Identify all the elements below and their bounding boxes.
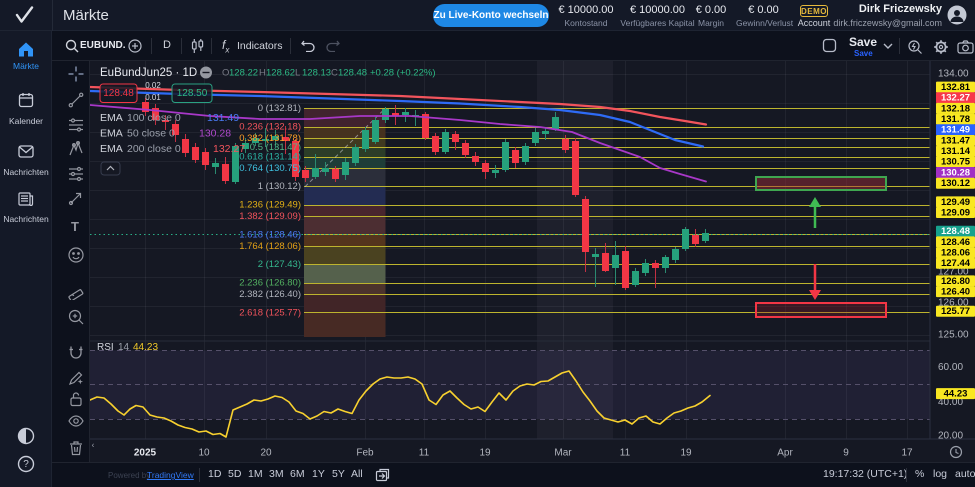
svg-text:127.00: 127.00 xyxy=(938,266,969,277)
svg-text:2025: 2025 xyxy=(134,448,157,459)
svg-text:0.236 (132.18): 0.236 (132.18) xyxy=(239,122,301,133)
svg-text:Apr: Apr xyxy=(777,448,793,459)
svg-text:EMA: EMA xyxy=(100,128,123,140)
svg-text:H: H xyxy=(259,68,266,79)
svg-text:0.5 (131.47): 0.5 (131.47) xyxy=(250,142,301,153)
svg-text:0.02: 0.02 xyxy=(145,81,161,90)
svg-text:60.00: 60.00 xyxy=(938,362,963,373)
svg-text:134.00: 134.00 xyxy=(938,69,969,80)
svg-text:126.80: 126.80 xyxy=(941,276,970,287)
svg-text:0.764 (130.75): 0.764 (130.75) xyxy=(239,163,301,174)
svg-text:20.00: 20.00 xyxy=(938,430,963,441)
svg-text:127.44: 127.44 xyxy=(941,258,971,269)
svg-text:EMA: EMA xyxy=(100,143,123,155)
svg-text:131.49: 131.49 xyxy=(941,125,970,136)
svg-text:125.77: 125.77 xyxy=(941,306,970,317)
svg-text:126.40: 126.40 xyxy=(941,287,970,298)
svg-text:0.01: 0.01 xyxy=(145,93,161,102)
svg-text:128.48: 128.48 xyxy=(103,88,134,99)
svg-text:EMA: EMA xyxy=(100,112,123,124)
svg-text:0.382 (131.78): 0.382 (131.78) xyxy=(239,133,301,144)
svg-text:19: 19 xyxy=(479,448,491,459)
svg-text:44.23: 44.23 xyxy=(944,389,968,400)
svg-text:50 close 0: 50 close 0 xyxy=(127,128,175,140)
svg-text:100 close 0: 100 close 0 xyxy=(127,112,181,124)
svg-text:128.06: 128.06 xyxy=(941,248,970,259)
svg-text:Feb: Feb xyxy=(356,448,374,459)
svg-text:132.27: 132.27 xyxy=(213,143,245,155)
svg-text:EuBundJun25 · 1D: EuBundJun25 · 1D xyxy=(100,67,197,79)
svg-text:130.12: 130.12 xyxy=(941,178,970,189)
svg-text:132.18: 132.18 xyxy=(941,103,970,114)
svg-text:19: 19 xyxy=(680,448,692,459)
svg-text:0 (132.81): 0 (132.81) xyxy=(258,103,301,114)
svg-text:131.49: 131.49 xyxy=(207,112,239,124)
svg-text:17: 17 xyxy=(901,448,913,459)
svg-text:131.78: 131.78 xyxy=(941,114,970,125)
svg-text:129.49: 129.49 xyxy=(941,197,970,208)
svg-text:?: ? xyxy=(23,459,29,470)
svg-text:40.00: 40.00 xyxy=(938,397,963,408)
svg-text:128.62: 128.62 xyxy=(266,68,295,79)
svg-text:44.23: 44.23 xyxy=(133,342,158,353)
svg-text:RSI: RSI xyxy=(97,342,114,353)
svg-text:11: 11 xyxy=(620,448,631,459)
svg-text:14: 14 xyxy=(118,342,130,353)
svg-text:1.236 (129.49): 1.236 (129.49) xyxy=(239,200,301,211)
svg-text:128.13: 128.13 xyxy=(302,68,331,79)
svg-text:2 (127.43): 2 (127.43) xyxy=(258,259,301,270)
svg-text:11: 11 xyxy=(419,448,430,459)
svg-text:20: 20 xyxy=(260,448,272,459)
svg-text:128.22: 128.22 xyxy=(229,68,258,79)
svg-text:128.46: 128.46 xyxy=(941,237,970,248)
svg-text:128.50: 128.50 xyxy=(177,88,208,99)
svg-text:10: 10 xyxy=(198,448,210,459)
svg-text:0.618 (131.14): 0.618 (131.14) xyxy=(239,152,301,163)
svg-text:131.14: 131.14 xyxy=(941,146,971,157)
svg-text:126.00: 126.00 xyxy=(938,298,969,309)
svg-text:9: 9 xyxy=(843,448,849,459)
svg-text:130.28: 130.28 xyxy=(941,167,970,178)
svg-text:O: O xyxy=(222,68,229,79)
svg-text:‹: ‹ xyxy=(92,441,95,450)
svg-text:Mar: Mar xyxy=(554,448,572,459)
svg-text:128.48: 128.48 xyxy=(941,226,970,237)
svg-text:130.75: 130.75 xyxy=(941,157,971,168)
svg-text:125.00: 125.00 xyxy=(938,330,969,341)
svg-text:1.764 (128.06): 1.764 (128.06) xyxy=(239,241,301,252)
svg-text:1 (130.12): 1 (130.12) xyxy=(258,181,301,192)
svg-text:129.09: 129.09 xyxy=(941,207,970,218)
svg-text:128.48: 128.48 xyxy=(338,68,367,79)
svg-text:2.382 (126.40): 2.382 (126.40) xyxy=(239,289,301,300)
svg-text:132.27: 132.27 xyxy=(941,93,970,104)
svg-text:200 close 0: 200 close 0 xyxy=(127,143,181,155)
svg-text:L: L xyxy=(295,68,300,79)
svg-text:1.382 (129.09): 1.382 (129.09) xyxy=(239,211,301,222)
svg-text:2.618 (125.77): 2.618 (125.77) xyxy=(239,307,301,318)
svg-text:2.236 (126.80): 2.236 (126.80) xyxy=(239,278,301,289)
svg-text:132.81: 132.81 xyxy=(941,82,971,93)
svg-text:C: C xyxy=(331,68,338,79)
svg-text:+0.28 (+0.22%): +0.28 (+0.22%) xyxy=(370,68,436,79)
svg-text:131.47: 131.47 xyxy=(941,135,970,146)
svg-text:1.618 (128.46): 1.618 (128.46) xyxy=(239,229,301,240)
svg-text:130.28: 130.28 xyxy=(199,128,231,140)
